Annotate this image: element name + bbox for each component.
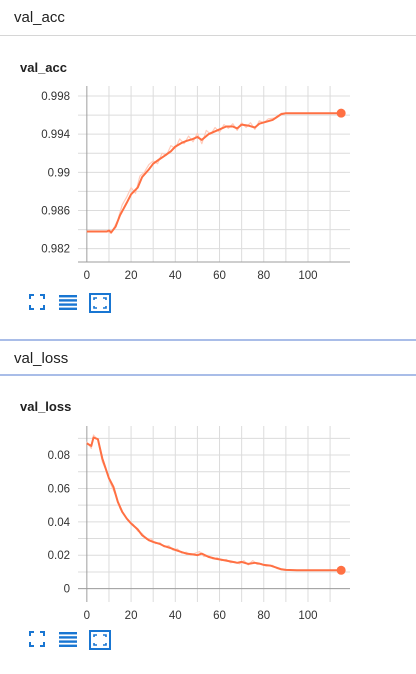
x-tick-label: 0: [84, 270, 90, 282]
x-tick-label: 80: [257, 610, 270, 622]
toggle-data-icon[interactable]: [58, 630, 78, 653]
card-title: val_acc: [20, 60, 67, 75]
last-point-marker: [336, 108, 346, 118]
y-tick-label: 0.982: [41, 244, 70, 256]
x-tick-label: 20: [125, 610, 138, 622]
x-tick-label: 20: [125, 270, 138, 282]
fit-to-screen-icon[interactable]: [28, 293, 46, 316]
y-tick-label: 0.02: [48, 550, 70, 562]
toggle-data-icon[interactable]: [58, 293, 78, 316]
series-smoothed-line: [86, 436, 342, 572]
y-tick-label: 0: [64, 584, 70, 596]
x-tick-label: 60: [213, 270, 226, 282]
y-tick-label: 0.99: [48, 167, 70, 179]
x-tick-label: 40: [169, 610, 182, 622]
x-tick-label: 100: [298, 270, 317, 282]
x-tick-label: 0: [84, 610, 90, 622]
reset-zoom-icon[interactable]: [89, 293, 111, 318]
y-tick-label: 0.06: [48, 483, 70, 495]
y-tick-label: 0.994: [41, 129, 70, 141]
val-acc-chart[interactable]: 0.982 0.986 0.99 0.994 0.998 0 20 40 60 80 100: [0, 78, 416, 288]
fit-to-screen-icon[interactable]: [28, 630, 46, 653]
y-tick-label: 0.04: [48, 517, 71, 529]
y-tick-label: 0.986: [41, 205, 70, 217]
card-title: val_loss: [20, 399, 72, 414]
last-point-marker: [336, 565, 346, 575]
y-tick-label: 0.08: [48, 450, 70, 462]
series-smoothed-line: [86, 112, 342, 234]
y-tick-label: 0.998: [41, 91, 70, 103]
section-title: val_acc: [14, 9, 65, 26]
x-tick-label: 80: [257, 270, 270, 282]
val-loss-chart[interactable]: 0 0.02 0.04 0.06 0.08 0 20 40 60 80 100: [0, 418, 416, 628]
x-tick-label: 60: [213, 610, 226, 622]
x-tick-label: 100: [298, 610, 317, 622]
reset-zoom-icon[interactable]: [89, 630, 111, 655]
section-title: val_loss: [14, 350, 69, 367]
section-header-val-acc[interactable]: val_acc: [0, 0, 416, 36]
x-tick-label: 40: [169, 270, 182, 282]
section-header-val-loss[interactable]: val_loss: [0, 339, 416, 376]
